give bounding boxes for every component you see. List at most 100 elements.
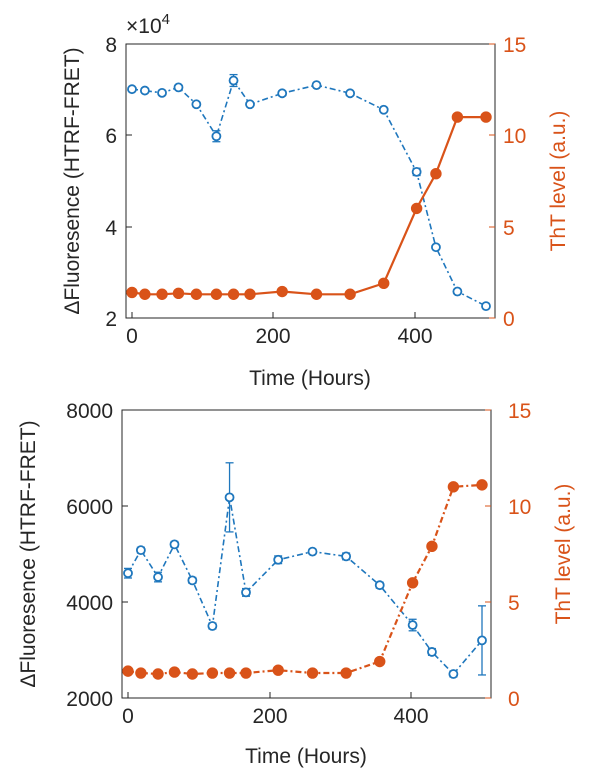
data-point [135,545,146,556]
data-point [127,84,137,95]
data-point [206,667,219,679]
data-point [378,104,389,115]
data-point [406,577,419,589]
data-point [211,131,222,142]
data-point [240,667,252,679]
chart-1-right-tick-label: 10 [503,125,526,148]
data-point [173,82,184,93]
chart-1-x-tick-label: 200 [255,325,290,348]
data-point [481,301,491,312]
chart-2-right-tick-label: 15 [508,400,531,423]
chart-2-right-tick-label: 5 [508,592,520,615]
chart-2: 0 200 400 Time (Hours) 8000 6000 4000 20… [17,400,575,768]
data-point [448,669,459,679]
data-point [447,481,460,493]
data-point [345,88,356,99]
data-point [187,575,198,586]
chart-2-left-tick-label: 8000 [66,400,113,423]
data-point [452,286,463,297]
data-point [378,277,390,289]
chart-1-left-tick-label: 8 [105,34,117,57]
data-point [310,288,323,300]
chart-2-series-right-line [127,483,483,676]
data-point [374,580,385,591]
data-point [191,99,202,110]
data-point [186,668,199,680]
chart-1: 0 200 400 Time (Hours) 8 6 4 2 ×104 ΔFlu… [61,11,570,390]
chart-2-x-axis-label: Time (Hours) [245,745,367,768]
data-point [245,99,255,110]
data-point [190,288,203,300]
chart-2-right-tick-label: 10 [508,496,531,519]
data-point [122,665,134,677]
chart-1-plot-area [126,73,492,312]
data-point [477,635,487,646]
chart-1-series-left-line [131,78,487,307]
data-point [135,667,147,679]
data-point [311,80,322,90]
data-point [156,288,168,300]
data-point [139,288,151,300]
chart-2-x-tick-label: 200 [252,705,287,728]
data-point [480,111,492,123]
data-point [277,88,288,99]
data-point [276,285,288,298]
chart-2-series-left-line [127,497,483,676]
data-point [451,111,464,123]
data-point [228,75,239,86]
data-point [244,288,256,300]
data-point [341,551,352,562]
data-point [431,242,441,253]
data-point [169,539,180,550]
chart-2-left-axis: 8000 6000 4000 2000 ΔFluoresence (HTRF-F… [17,400,128,711]
chart-1-right-tick-label: 0 [503,308,515,331]
chart-2-x-tick-label: 0 [122,705,134,728]
data-point [210,288,223,300]
chart-1-right-axis-label: ThT level (a.u.) [547,111,570,252]
chart-1-left-axis-exponent: ×104 [126,11,170,38]
data-point [168,666,181,678]
data-point [126,286,138,299]
chart-2-x-tick-label: 400 [393,705,428,728]
chart-1-x-axis-label: Time (Hours) [249,367,371,390]
chart-1-left-tick-label: 2 [105,308,117,331]
data-point [344,288,356,300]
data-point [340,667,352,679]
data-point [224,492,235,503]
data-point [227,288,240,300]
chart-1-series-right-line [131,115,486,296]
chart-1-right-axis: 15 10 5 0 ThT level (a.u.) [489,34,570,331]
chart-2-x-axis: 0 200 400 Time (Hours) [122,692,429,768]
data-point [374,655,386,668]
data-point [123,568,133,579]
data-point [430,167,442,180]
chart-2-plot-area [122,462,488,680]
chart-2-left-tick-label: 2000 [66,688,113,711]
data-point [152,668,164,680]
chart-1-left-axis-label: ΔFluoresence (HTRF-FRET) [61,47,84,314]
data-point [407,620,418,630]
chart-1-right-tick-label: 15 [503,34,526,57]
chart-2-left-axis-label: ΔFluoresence (HTRF-FRET) [17,420,40,687]
chart-2-right-tick-label: 0 [508,688,520,711]
chart-1-x-tick-label: 0 [126,325,138,348]
data-point [427,647,437,657]
data-point [153,572,163,582]
data-point [306,667,319,679]
data-point [139,85,150,96]
data-point [476,479,488,491]
data-point [241,587,251,598]
chart-1-left-tick-label: 4 [105,217,117,240]
chart-1-plot-box [125,43,496,319]
data-point [307,546,318,557]
chart-1-left-axis: 8 6 4 2 ×104 ΔFluoresence (HTRF-FRET) [61,11,170,331]
chart-1-x-tick-label: 400 [397,325,432,348]
chart-2-plot-box [121,409,492,699]
data-point [426,540,438,553]
chart-2-left-tick-label: 4000 [66,592,113,615]
chart-1-right-tick-label: 5 [503,217,515,240]
data-point [223,667,236,679]
chart-1-left-tick-label: 6 [105,125,117,148]
data-point [157,87,167,98]
